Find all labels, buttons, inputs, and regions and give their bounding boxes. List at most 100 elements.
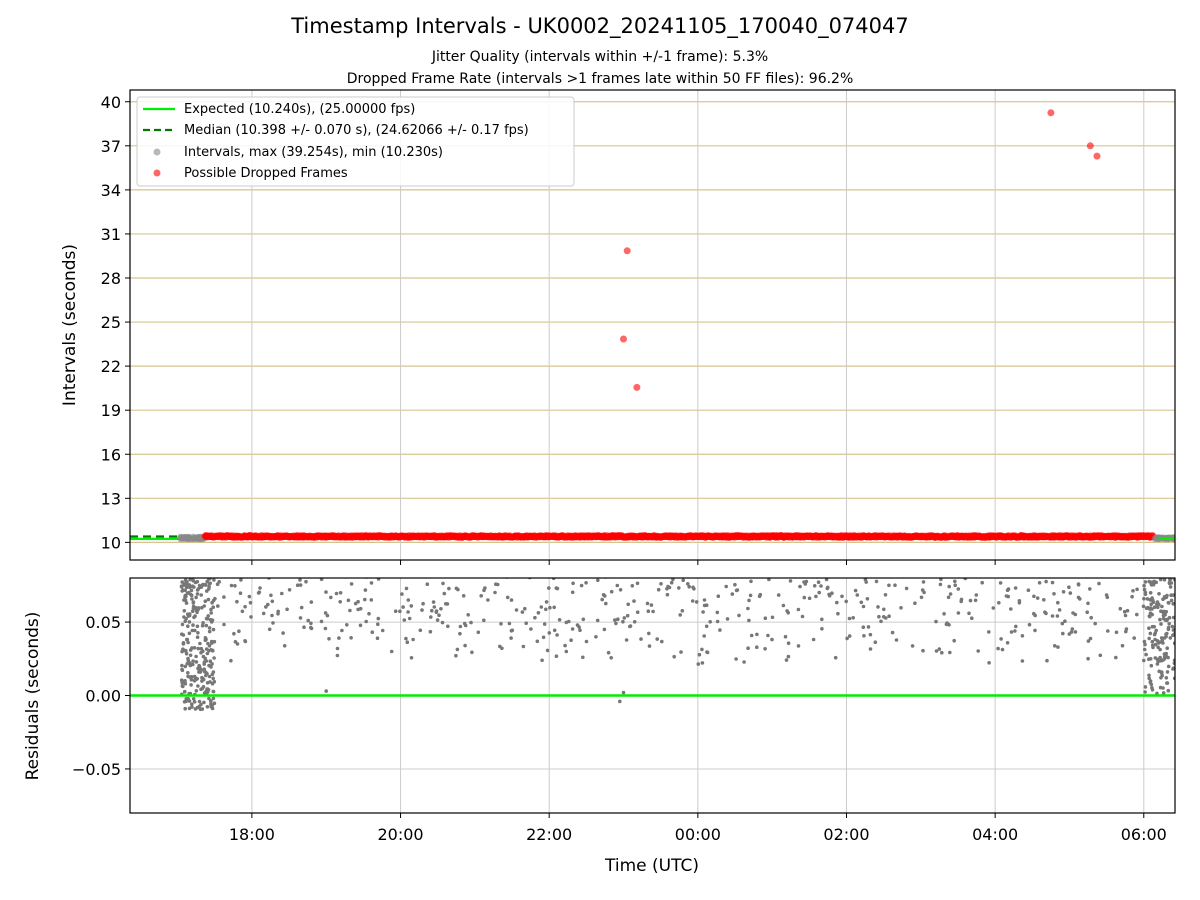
residual-point — [271, 621, 275, 625]
residual-point — [1027, 622, 1032, 627]
residual-point — [409, 604, 414, 608]
residual-point — [700, 661, 705, 665]
residual-point — [600, 597, 604, 602]
residual-point — [421, 601, 425, 606]
residual-point — [186, 624, 190, 628]
residual-point — [1131, 589, 1135, 593]
residual-point — [180, 632, 184, 636]
residual-point — [233, 584, 237, 588]
residual-point — [184, 649, 188, 653]
residual-point — [375, 636, 380, 640]
residual-point — [1052, 592, 1056, 596]
residual-point — [338, 591, 343, 595]
residual-point — [1161, 658, 1165, 662]
residual-point — [270, 599, 275, 604]
intervals-y-tick-label: 16 — [101, 445, 121, 464]
residual-point — [189, 588, 194, 593]
intervals-y-tick-label: 34 — [101, 181, 121, 200]
residual-point — [1000, 647, 1005, 652]
residual-point — [206, 641, 210, 646]
residual-point — [618, 699, 622, 704]
residual-point — [715, 619, 720, 624]
residual-point — [207, 629, 212, 634]
residual-point — [209, 639, 214, 644]
residual-point — [1088, 636, 1093, 641]
residual-point — [190, 628, 195, 633]
residual-point — [203, 583, 208, 587]
residual-point — [952, 638, 956, 643]
residual-point — [520, 610, 525, 614]
residual-point — [1159, 622, 1163, 626]
intervals-y-tick-label: 37 — [101, 137, 121, 156]
residual-point — [604, 601, 608, 606]
residual-point — [1169, 593, 1173, 597]
residual-point — [428, 629, 433, 634]
residual-point — [180, 622, 185, 627]
residual-point — [211, 605, 215, 609]
residual-point — [889, 574, 893, 578]
residual-point — [209, 607, 213, 612]
residual-point — [524, 574, 528, 578]
residual-point — [184, 585, 189, 589]
residual-point — [690, 599, 695, 603]
residual-point — [409, 656, 414, 660]
residual-point — [541, 635, 546, 640]
residual-point — [418, 628, 423, 633]
residual-point — [183, 595, 187, 600]
residual-point — [606, 650, 611, 655]
residual-point — [548, 605, 552, 610]
residual-point — [1086, 601, 1090, 606]
residual-point — [209, 665, 213, 669]
residual-point — [1152, 632, 1157, 637]
residual-point — [595, 618, 600, 623]
residual-point — [411, 637, 415, 642]
chart-title: Timestamp Intervals - UK0002_20241105_17… — [291, 14, 909, 38]
residual-point — [679, 650, 683, 654]
residual-point — [868, 632, 873, 637]
residual-point — [1118, 606, 1123, 611]
residual-point — [206, 614, 210, 618]
residual-point — [1153, 642, 1158, 647]
residual-point — [584, 639, 589, 644]
residual-point — [659, 582, 663, 586]
residual-point — [207, 584, 211, 589]
intervals-y-tick-label: 31 — [101, 225, 121, 244]
residual-point — [191, 578, 196, 583]
residual-point — [970, 616, 974, 620]
residual-point — [184, 697, 188, 701]
residual-point — [747, 618, 751, 623]
residual-point — [919, 595, 924, 600]
residual-point — [194, 654, 198, 659]
residual-point — [716, 594, 721, 598]
residual-point — [404, 636, 408, 641]
residual-point — [191, 662, 195, 667]
residual-point — [639, 637, 643, 641]
x-tick-label: 18:00 — [229, 825, 275, 844]
residual-point — [665, 592, 670, 597]
residual-point — [1150, 624, 1155, 629]
residual-point — [1076, 595, 1081, 600]
residual-point — [337, 636, 341, 640]
residual-point — [855, 593, 860, 597]
residual-point — [700, 647, 704, 652]
residual-point — [1071, 611, 1075, 615]
residual-point — [767, 578, 771, 582]
residual-point — [1013, 629, 1017, 633]
residual-point — [1052, 644, 1057, 648]
residual-point — [1032, 594, 1036, 599]
residual-point — [431, 600, 436, 604]
residual-point — [1089, 615, 1093, 620]
residual-point — [1056, 600, 1060, 605]
residual-point — [208, 680, 212, 684]
residual-point — [1169, 598, 1174, 603]
residual-point — [270, 613, 274, 618]
residual-point — [1061, 631, 1065, 636]
residual-point — [1171, 615, 1175, 620]
residual-point — [733, 582, 737, 587]
residual-point — [1142, 583, 1146, 588]
residual-point — [189, 683, 193, 687]
residual-point — [1056, 645, 1060, 649]
residual-point — [1073, 630, 1078, 634]
residual-point — [983, 572, 987, 576]
residual-point — [363, 588, 368, 592]
